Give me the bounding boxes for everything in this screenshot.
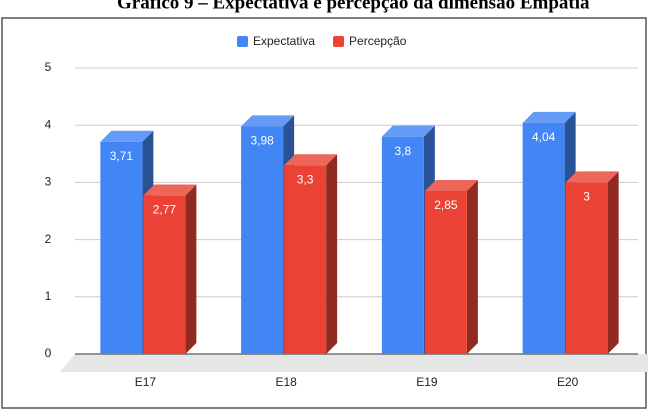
- chart-title: Gráfico 9 – Expectativa e percepção da d…: [117, 0, 590, 13]
- bar-top: [143, 184, 197, 196]
- bar: [143, 195, 186, 354]
- y-tick-label: 2: [45, 232, 52, 246]
- bar-side: [326, 154, 338, 354]
- bar-top: [284, 154, 338, 166]
- x-tick-label: E20: [557, 375, 579, 389]
- x-tick-label: E18: [275, 375, 297, 389]
- bar-top: [522, 111, 576, 123]
- bar: [381, 136, 424, 354]
- y-tick-label: 5: [45, 60, 52, 74]
- value-label: 3,3: [297, 172, 314, 186]
- y-tick-label: 3: [45, 175, 52, 189]
- bar-side: [607, 171, 619, 354]
- value-label: 3,98: [250, 134, 274, 148]
- legend-swatch: [237, 36, 248, 47]
- y-tick-label: 1: [45, 289, 52, 303]
- bar-top: [100, 130, 154, 142]
- bar: [284, 165, 327, 354]
- y-tick-label: 0: [45, 346, 52, 360]
- floor: [60, 354, 648, 372]
- y-tick-label: 4: [45, 117, 52, 131]
- value-label: 3: [583, 190, 590, 204]
- bar: [241, 126, 284, 355]
- bar-top: [565, 171, 619, 183]
- bar: [522, 122, 565, 354]
- value-label: 2,77: [153, 203, 177, 217]
- bar: [424, 190, 467, 354]
- bar: [565, 182, 608, 354]
- bar-side: [466, 179, 478, 354]
- value-label: 3,8: [395, 144, 412, 158]
- bar-top: [424, 179, 478, 191]
- bar-top: [241, 115, 295, 127]
- value-label: 4,04: [532, 130, 556, 144]
- x-tick-label: E19: [416, 375, 438, 389]
- legend-label: Percepção: [349, 34, 407, 48]
- x-tick-label: E17: [135, 375, 157, 389]
- value-label: 3,71: [110, 149, 134, 163]
- bar: [100, 141, 143, 354]
- legend-swatch: [333, 36, 345, 47]
- value-label: 2,85: [434, 198, 458, 212]
- bar-side: [185, 184, 197, 354]
- legend-label: Expectativa: [253, 34, 315, 48]
- bar-top: [381, 125, 435, 137]
